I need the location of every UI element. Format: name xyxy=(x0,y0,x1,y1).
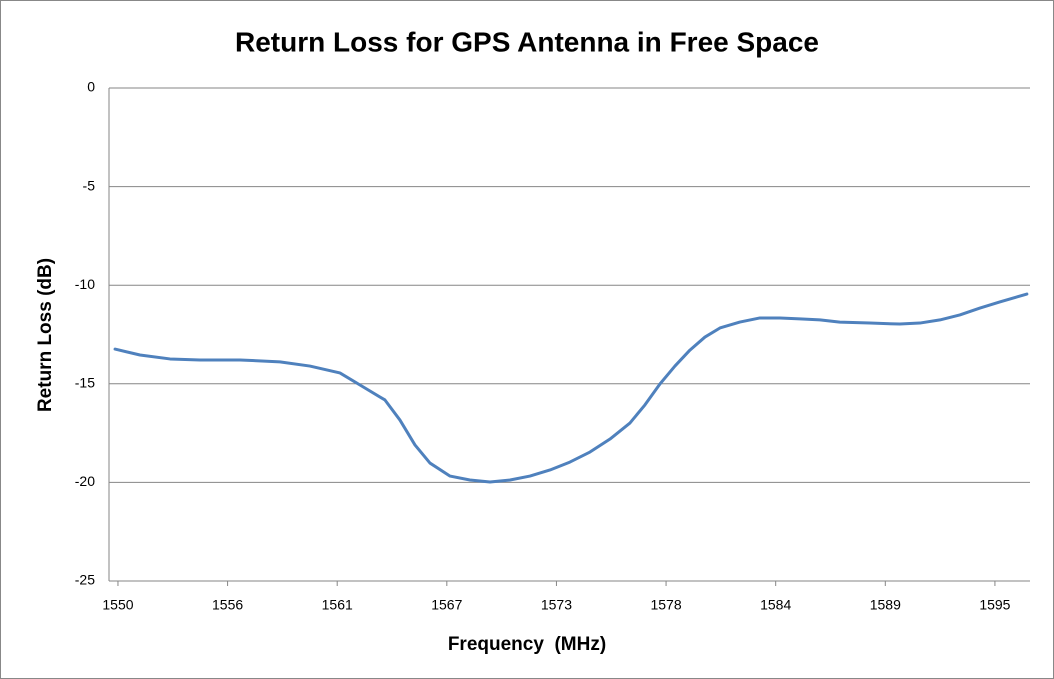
y-tick-label: -15 xyxy=(75,375,95,391)
chart-title: Return Loss for GPS Antenna in Free Spac… xyxy=(235,26,819,57)
y-tick-label: -25 xyxy=(75,572,95,588)
x-tick-label: 1584 xyxy=(760,597,791,613)
x-tick-label: 1561 xyxy=(322,597,353,613)
y-axis-title: Return Loss (dB) xyxy=(35,258,56,412)
x-tick-label: 1556 xyxy=(212,597,243,613)
y-tick-label: -20 xyxy=(75,473,95,489)
y-tick-label: -5 xyxy=(83,177,96,193)
x-tick-label: 1567 xyxy=(431,597,462,613)
x-tick-label: 1578 xyxy=(650,597,681,613)
x-tick-label: 1595 xyxy=(979,597,1010,613)
x-tick-label: 1550 xyxy=(102,597,133,613)
y-tick-label: 0 xyxy=(87,79,95,95)
x-tick-label: 1573 xyxy=(541,597,572,613)
data-line xyxy=(113,292,1029,484)
y-tick-label: -10 xyxy=(75,276,95,292)
x-tick-label: 1589 xyxy=(870,597,901,613)
x-axis-title: Frequency (MHz) xyxy=(448,634,606,655)
